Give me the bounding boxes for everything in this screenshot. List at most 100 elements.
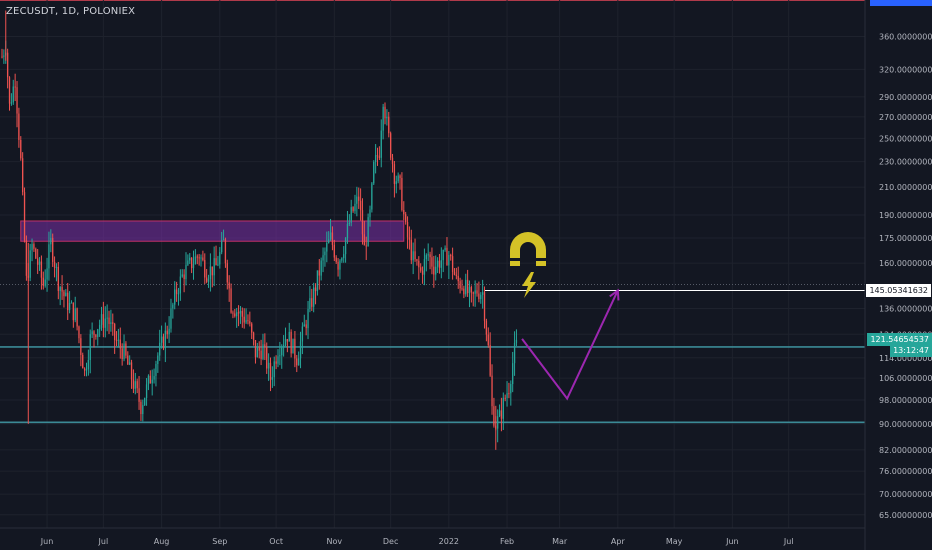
candle [371,181,373,213]
countdown-tag: 13:12:47 [890,344,932,357]
candle [74,296,76,323]
y-tick-label: 320.00000000 [879,65,932,74]
candle [100,306,103,331]
y-tick-label: 76.00000000 [879,467,932,476]
candle [380,119,382,168]
candle [239,306,242,324]
candle [162,333,165,351]
candle [187,254,189,267]
candle [119,327,121,359]
y-tick-label: 360.00000000 [879,32,932,41]
candle [459,277,461,294]
candle [296,354,298,373]
candle [153,368,155,384]
candle [339,259,341,280]
candle [403,201,405,221]
candle [269,357,272,392]
candle [284,327,287,347]
candle [474,280,476,307]
candle [196,254,198,265]
candle [367,213,369,247]
y-tick-label: 210.00000000 [879,183,932,192]
candle [410,229,412,265]
annotation-icons [510,232,546,298]
candle [52,233,54,267]
candle [144,397,146,406]
y-tick-label: 250.00000000 [879,134,932,143]
candle [510,380,512,406]
candle [23,187,26,243]
candle [397,172,399,184]
y-tick-label: 160.00000000 [879,259,932,268]
candle [318,259,320,290]
candle [140,399,142,421]
candle [38,257,41,271]
candle [48,231,50,281]
candle [297,351,300,366]
candle [72,302,75,328]
candle [168,316,170,344]
candle [429,251,431,270]
candle [145,378,148,406]
candle [189,253,191,264]
symbol-title: ZECUSDT, 1D, POLONIEX [6,6,136,17]
candle [329,218,332,241]
candle [221,231,223,255]
x-tick-label: Aug [154,537,170,546]
candle [290,329,292,358]
candle [243,308,245,329]
candle [425,253,427,272]
candle [399,174,401,190]
x-tick-label: Nov [327,537,343,546]
candle [282,335,285,357]
candle [215,245,217,266]
price-level-layer [0,283,865,424]
candle [395,175,397,194]
candle [130,359,133,389]
candle [230,283,232,314]
candle [185,252,187,286]
candle [423,248,426,286]
candle [273,356,275,387]
candle [110,309,112,332]
candle [53,256,56,278]
candle [258,341,260,359]
projection-path-layer [521,288,620,401]
candle [123,334,125,362]
candle [463,285,465,299]
y-tick-label: 270.00000000 [879,113,932,122]
candle [286,338,289,353]
candle [405,211,407,225]
candle [151,369,153,396]
candle [192,250,195,280]
candle [461,279,463,291]
candle [20,136,22,161]
candle [232,310,234,319]
candle [59,285,61,306]
y-tick-label: 90.00000000 [879,420,932,429]
candle [401,172,403,212]
candle [8,76,11,111]
candle [416,258,418,266]
candle [275,355,277,370]
candle [450,253,452,261]
candle [179,269,182,301]
candle [515,329,518,347]
candle [236,307,238,328]
candle [281,344,283,369]
x-tick-label: Jul [98,537,109,546]
candle [420,263,422,273]
candle [478,281,480,303]
candle [489,332,491,377]
candle [159,329,161,361]
candle [234,308,236,318]
candle [500,397,503,432]
candle [222,229,225,241]
candle [65,289,67,297]
candle [369,205,371,227]
candle [160,325,163,349]
candle [352,206,354,213]
candle [237,305,240,327]
